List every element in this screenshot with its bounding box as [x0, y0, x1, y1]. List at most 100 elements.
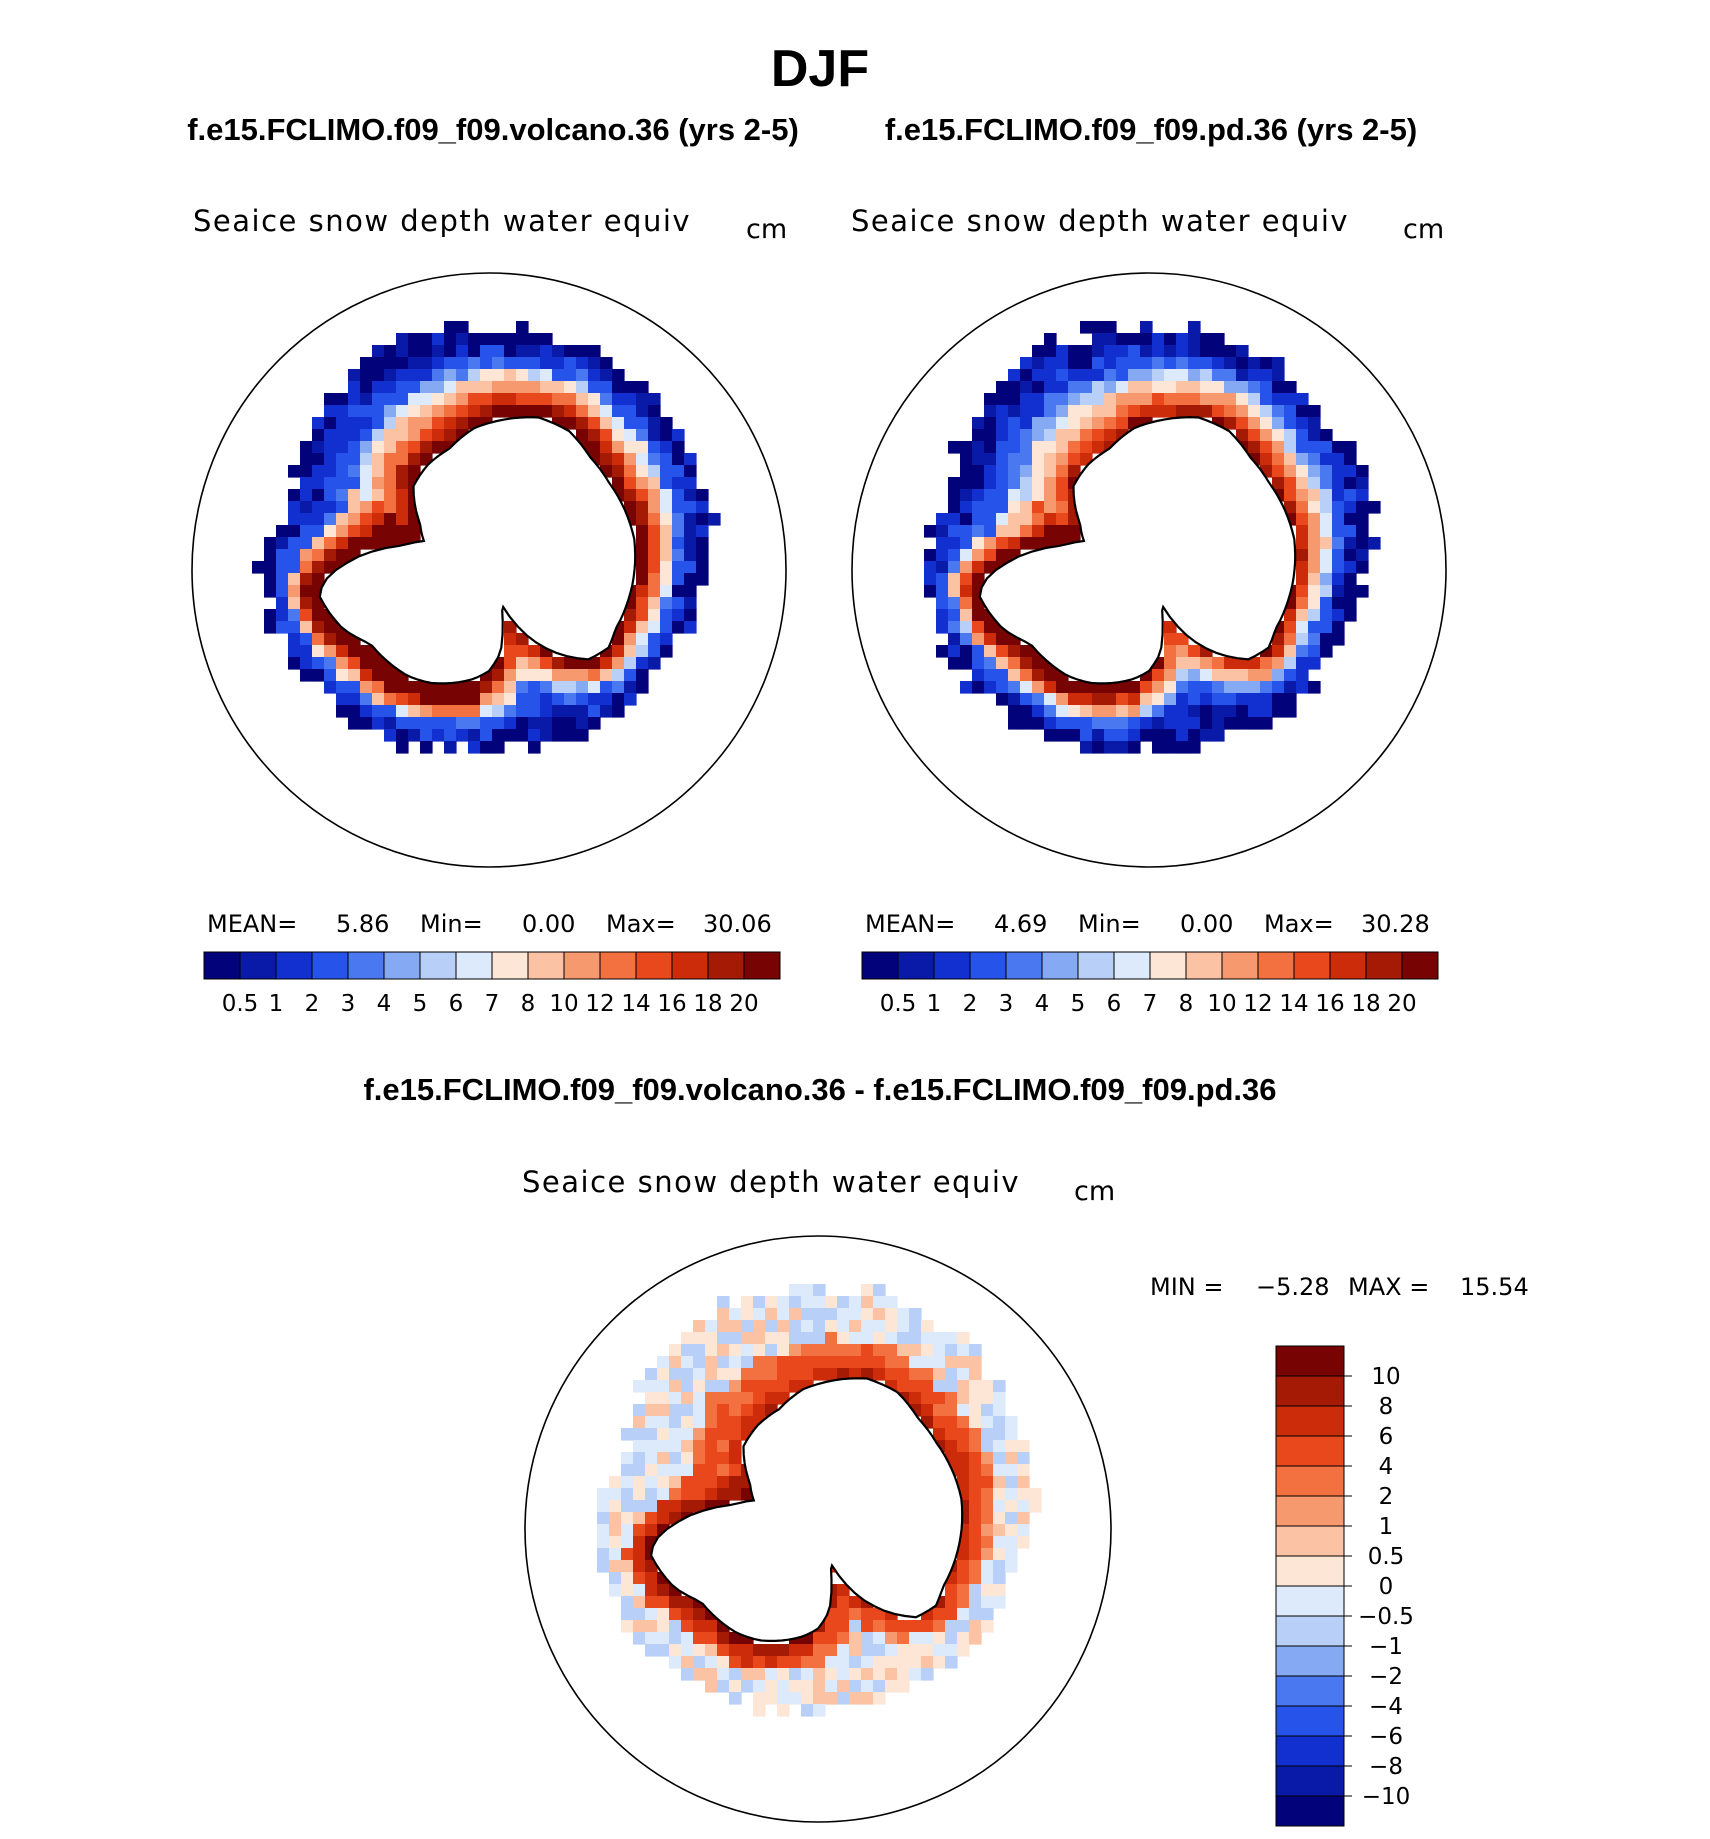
field-cell — [600, 681, 613, 694]
field-cell — [669, 1656, 682, 1669]
field-cell — [576, 729, 589, 742]
field-cell — [300, 585, 313, 598]
field-cell — [621, 1548, 634, 1561]
field-cell — [396, 465, 409, 478]
field-cell — [1272, 369, 1285, 382]
field-cell — [660, 585, 673, 598]
field-cell — [1320, 597, 1333, 610]
difference-max-value: 15.54 — [1460, 1273, 1529, 1301]
field-cell — [609, 1548, 622, 1561]
field-cell — [960, 525, 973, 538]
field-cell — [897, 1308, 910, 1321]
field-cell — [1332, 585, 1345, 598]
field-cell — [1032, 537, 1045, 550]
field-cell — [468, 381, 481, 394]
field-cell — [933, 1332, 946, 1345]
field-cell — [765, 1356, 778, 1369]
field-cell — [993, 1560, 1006, 1573]
field-cell — [288, 657, 301, 670]
colorbar-tick-label: 0 — [1379, 1574, 1394, 1600]
field-cell — [957, 1572, 970, 1585]
field-cell — [849, 1692, 862, 1705]
field-cell — [1140, 681, 1153, 694]
field-cell — [981, 1392, 994, 1405]
field-cell — [1284, 681, 1297, 694]
field-cell — [984, 465, 997, 478]
field-cell — [324, 657, 337, 670]
field-cell — [705, 1404, 718, 1417]
field-cell — [801, 1656, 814, 1669]
field-cell — [384, 429, 397, 442]
field-cell — [645, 1572, 658, 1585]
field-cell — [1152, 369, 1165, 382]
field-cell — [1056, 417, 1069, 430]
field-cell — [420, 693, 433, 706]
field-cell — [1020, 501, 1033, 514]
field-cell — [348, 477, 361, 490]
colorbar-swatch — [897, 951, 935, 980]
field-cell — [933, 1632, 946, 1645]
colorbar-swatch — [1005, 951, 1043, 980]
field-cell — [849, 1296, 862, 1309]
field-cell — [873, 1308, 886, 1321]
field-cell — [741, 1416, 754, 1429]
field-cell — [1308, 477, 1321, 490]
field-cell — [1068, 465, 1081, 478]
field-cell — [564, 369, 577, 382]
field-cell — [480, 381, 493, 394]
field-cell — [1284, 669, 1297, 682]
field-cell — [1020, 429, 1033, 442]
field-cell — [813, 1284, 826, 1297]
field-cell — [684, 597, 697, 610]
field-cell — [1140, 321, 1153, 334]
field-cell — [960, 489, 973, 502]
field-cell — [960, 573, 973, 586]
field-cell — [552, 705, 565, 718]
field-cell — [624, 429, 637, 442]
field-cell — [1308, 441, 1321, 454]
field-cell — [1320, 609, 1333, 622]
field-cell — [948, 657, 961, 670]
field-cell — [468, 681, 481, 694]
field-cell — [621, 1584, 634, 1597]
field-cell — [972, 453, 985, 466]
field-cell — [576, 345, 589, 358]
panel-2-min-label: Min= — [1078, 910, 1141, 938]
field-cell — [660, 417, 673, 430]
field-cell — [564, 693, 577, 706]
field-cell — [1020, 657, 1033, 670]
field-cell — [1236, 717, 1249, 730]
field-cell — [1008, 681, 1021, 694]
panel-pd: Seaice snow depth water equiv cm MEAN= 4… — [851, 204, 1447, 1017]
field-cell — [1188, 369, 1201, 382]
field-cell — [1200, 381, 1213, 394]
field-cell — [765, 1680, 778, 1693]
field-cell — [444, 321, 457, 334]
field-cell — [648, 561, 661, 574]
field-cell — [1008, 369, 1021, 382]
field-cell — [684, 561, 697, 574]
field-cell — [1344, 537, 1357, 550]
field-cell — [849, 1620, 862, 1633]
field-cell — [945, 1440, 958, 1453]
field-cell — [1284, 705, 1297, 718]
field-cell — [837, 1644, 850, 1657]
field-cell — [936, 585, 949, 598]
field-cell — [597, 1488, 610, 1501]
field-cell — [1092, 345, 1105, 358]
field-cell — [1020, 357, 1033, 370]
field-cell — [1020, 705, 1033, 718]
panel-2-max-label: Max= — [1264, 910, 1334, 938]
field-cell — [288, 621, 301, 634]
field-cell — [921, 1404, 934, 1417]
field-cell — [1200, 693, 1213, 706]
field-cell — [516, 657, 529, 670]
field-cell — [588, 393, 601, 406]
field-cell — [300, 537, 313, 550]
field-cell — [1044, 465, 1057, 478]
field-cell — [420, 705, 433, 718]
field-cell — [633, 1404, 646, 1417]
field-cell — [492, 693, 505, 706]
field-cell — [384, 417, 397, 430]
field-cell — [696, 501, 709, 514]
